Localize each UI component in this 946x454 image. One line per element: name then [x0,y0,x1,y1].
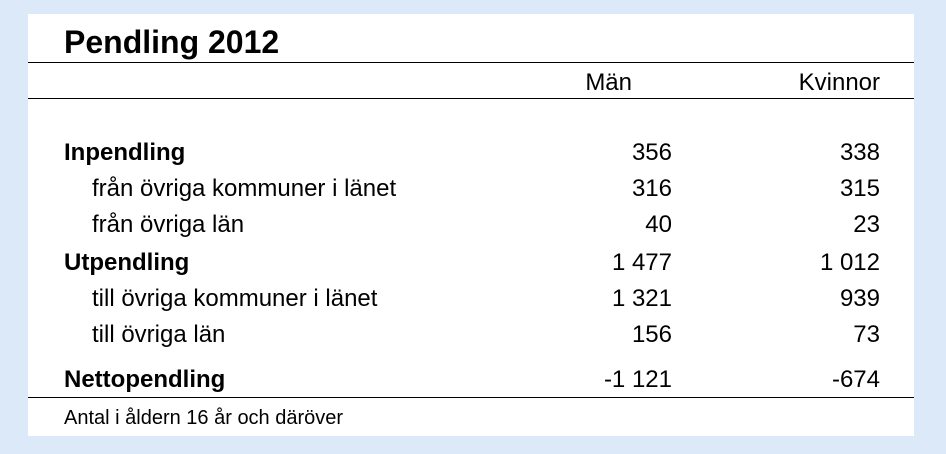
row-label: Inpendling [64,139,186,166]
table-footnote: Antal i åldern 16 år och däröver [64,407,344,429]
table-row: till övriga län 156 73 [28,320,914,350]
row-value-women: 315 [839,175,880,202]
table-row: från övriga kommuner i länet 316 315 [28,174,914,204]
table-row: Nettopendling -1 121 -674 [28,365,914,395]
table-row: Utpendling 1 477 1 012 [28,248,914,278]
row-value-men: -1 121 [603,366,672,393]
row-value-women: 73 [853,321,880,348]
row-value-women: 23 [853,211,880,238]
table-title: Pendling 2012 [64,24,280,60]
row-value-women: -674 [831,366,880,393]
row-value-men: 156 [631,321,672,348]
row-value-women: 939 [839,285,880,312]
top-rule [28,62,914,63]
table-row: från övriga län 40 23 [28,210,914,240]
row-value-men: 1 321 [611,285,672,312]
table-row: till övriga kommuner i länet 1 321 939 [28,284,914,314]
row-value-men: 1 477 [611,249,672,276]
row-value-women: 338 [839,139,880,166]
row-label: Utpendling [64,249,190,276]
row-value-men: 356 [631,139,672,166]
header-rule [28,98,914,99]
table-panel: Pendling 2012 Män Kvinnor Inpendling 356… [28,14,914,436]
table-row: Inpendling 356 338 [28,138,914,168]
column-header-men: Män [585,69,632,96]
row-label: från övriga kommuner i länet [92,175,397,202]
row-label: Nettopendling [64,366,226,393]
row-label: till övriga län [92,321,226,348]
row-value-women: 1 012 [819,249,880,276]
row-value-men: 316 [631,175,672,202]
bottom-rule [28,397,914,398]
column-header-women: Kvinnor [798,69,880,96]
row-label: till övriga kommuner i länet [92,285,378,312]
row-value-men: 40 [645,211,672,238]
row-label: från övriga län [92,211,245,238]
